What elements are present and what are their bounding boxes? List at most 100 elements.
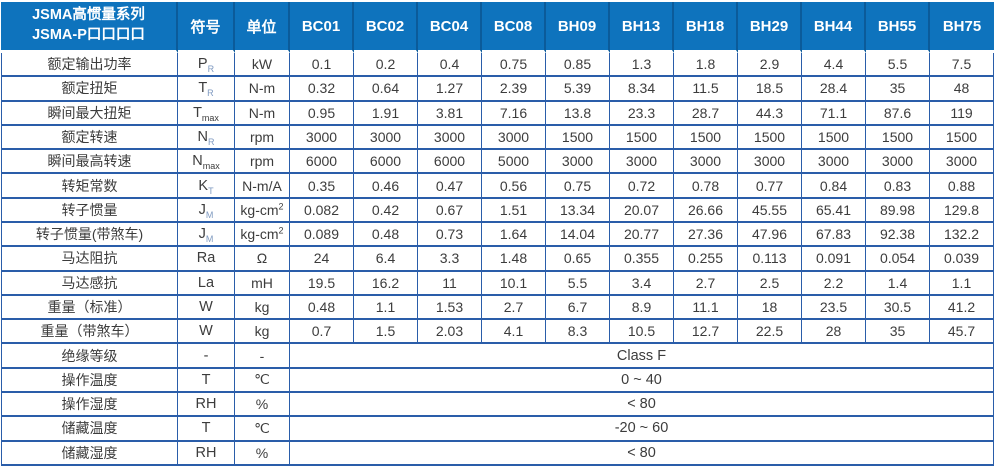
value-cell: 11.1: [674, 295, 738, 321]
value-cell: 3000: [354, 125, 418, 151]
value-cell: 8.3: [546, 320, 610, 345]
unit-main: kg: [254, 323, 270, 340]
value-cell: 89.98: [866, 198, 930, 223]
value-cell: 0.2: [354, 53, 418, 78]
symbol-main: T: [198, 80, 208, 97]
value-cell: 1.53: [418, 295, 482, 321]
value-cell: 0.56: [482, 174, 546, 199]
value-cell: 3000: [674, 150, 738, 175]
value-cell: 41.2: [930, 295, 994, 321]
value-cell: 5.5: [546, 271, 610, 296]
value-cell: 0.84: [802, 174, 866, 199]
value-cell: 3000: [290, 125, 354, 151]
value-cell: 0.73: [418, 222, 482, 248]
value-cell: 0.83: [866, 174, 930, 199]
value-cell: 0.4: [418, 53, 482, 78]
row-unit: kg: [235, 320, 290, 345]
value-cell: 0.054: [866, 247, 930, 272]
value-cell: 10.5: [610, 320, 674, 345]
table-row-environment: 操作温度 T ℃ 0 ~ 40: [1, 368, 994, 393]
merged-value-cell: < 80: [290, 392, 994, 418]
table-row: 转子惯量(带煞车) JM kg-cm2 0.089 0.48 0.73 1.64 14.04 2…: [1, 222, 994, 248]
symbol-main: J: [198, 201, 206, 218]
value-cell: 0.1: [290, 53, 354, 78]
value-cell: 14.04: [546, 222, 610, 248]
value-cell: 3.3: [418, 247, 482, 272]
table-row: 瞬间最高转速 Nmax rpm 6000 6000 6000 5000 3000 3000 300…: [1, 150, 994, 175]
value-cell: 1500: [546, 125, 610, 151]
merged-value-cell: < 80: [290, 441, 994, 466]
value-cell: 0.65: [546, 247, 610, 272]
value-cell: 1500: [866, 125, 930, 151]
col-header-model: BH09: [546, 2, 610, 53]
col-header-model: BH55: [866, 2, 930, 53]
value-cell: 35: [866, 320, 930, 345]
value-cell: 5.5: [866, 53, 930, 78]
table-row: 马达阻抗 Ra Ω 24 6.4 3.3 1.48 0.65 0.355 0.255 0.113 0.…: [1, 247, 994, 272]
value-cell: 4.1: [482, 320, 546, 345]
row-unit: ℃: [235, 417, 290, 442]
table-row: 转矩常数 KT N-m/A 0.35 0.46 0.47 0.56 0.75 0.72 0.78 0…: [1, 174, 994, 199]
value-cell: 0.355: [610, 247, 674, 272]
value-cell: 67.83: [802, 222, 866, 248]
value-cell: 6.7: [546, 295, 610, 321]
value-cell: 28.4: [802, 77, 866, 102]
value-cell: 129.8: [930, 198, 994, 223]
value-cell: 6000: [354, 150, 418, 175]
row-unit: rpm: [235, 150, 290, 175]
table-row-environment: 储藏湿度 RH% < 80: [1, 441, 994, 466]
row-unit: N-m: [235, 101, 290, 126]
value-cell: 20.77: [610, 222, 674, 248]
value-cell: 24: [290, 247, 354, 272]
value-cell: 28.7: [674, 101, 738, 126]
row-unit: %: [235, 441, 290, 466]
value-cell: 1.64: [482, 222, 546, 248]
value-cell: 0.75: [482, 53, 546, 78]
value-cell: 4.4: [802, 53, 866, 78]
row-unit: kg-cm2: [235, 222, 290, 248]
unit-main: kg-cm: [240, 226, 279, 243]
row-unit: -: [235, 344, 290, 369]
value-cell: 2.03: [418, 320, 482, 345]
row-symbol: TR: [178, 77, 235, 102]
value-cell: 1.3: [610, 53, 674, 78]
unit-main: kg: [254, 298, 270, 315]
value-cell: 0.95: [290, 101, 354, 126]
row-symbol: -: [178, 344, 235, 369]
row-unit: rpm: [235, 125, 290, 151]
value-cell: 47.96: [738, 222, 802, 248]
value-cell: 13.8: [546, 101, 610, 126]
row-symbol: W: [178, 320, 235, 345]
symbol-subscript: R: [207, 88, 214, 99]
value-cell: 0.85: [546, 53, 610, 78]
row-symbol: KT: [178, 174, 235, 199]
col-header-model: BC04: [418, 2, 482, 53]
row-label: 储藏湿度: [1, 441, 178, 466]
value-cell: 16.2: [354, 271, 418, 296]
symbol-main: N: [197, 128, 208, 145]
value-cell: 0.113: [738, 247, 802, 272]
row-label: 转子惯量: [1, 198, 178, 223]
row-unit: kW: [235, 53, 290, 78]
value-cell: 8.9: [610, 295, 674, 321]
row-label: 额定转速: [1, 125, 178, 151]
row-label: 操作湿度: [1, 392, 178, 418]
table-row: 额定转速 NR rpm 3000 3000 3000 3000 1500 1500 1500 150…: [1, 125, 994, 151]
symbol-main: K: [198, 177, 209, 194]
row-unit: %: [235, 392, 290, 418]
value-cell: 22.5: [738, 320, 802, 345]
table-row: 额定输出功率 PR kW 0.1 0.2 0.4 0.75 0.85 1.3 1.8 2.9 4.4 5…: [1, 53, 994, 78]
value-cell: 1.1: [930, 271, 994, 296]
value-cell: 19.5: [290, 271, 354, 296]
symbol-main: W: [199, 298, 213, 315]
value-cell: 0.089: [290, 222, 354, 248]
row-symbol: RH: [178, 441, 235, 466]
unit-superscript: 2: [278, 225, 284, 236]
value-cell: 0.48: [290, 295, 354, 321]
value-cell: 0.091: [802, 247, 866, 272]
value-cell: 5.39: [546, 77, 610, 102]
value-cell: 7.5: [930, 53, 994, 78]
value-cell: 0.42: [354, 198, 418, 223]
